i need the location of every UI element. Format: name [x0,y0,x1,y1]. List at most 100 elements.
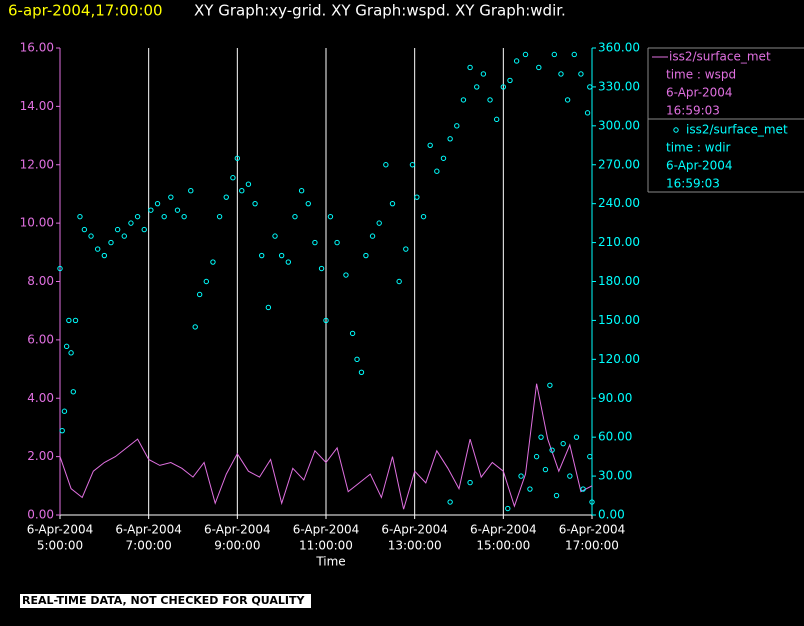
wdir-point [533,453,540,460]
wdir-point [128,220,134,226]
wdir-point [376,220,382,226]
wdir-point [434,168,440,174]
wdir-point [230,175,236,181]
wdir-point [181,213,187,220]
wdir-point [440,155,447,161]
wdir-point [94,246,101,252]
wdir-point [447,136,453,142]
x-axis-label: Time [315,555,345,569]
wdir-point [420,213,427,220]
x-tick-label: 6-Apr-2004 [559,523,626,537]
y-tick-label: 0.00 [27,508,54,522]
wdir-point [114,226,121,233]
wdir-point [298,187,305,194]
y2-tick-label: 30.00 [598,469,632,483]
wdir-point [389,200,396,207]
y2-tick-label: 270.00 [598,157,640,171]
wdir-point [587,84,593,90]
wdir-point [272,233,278,239]
wdir-point [549,447,555,453]
wdir-point [354,356,360,363]
wdir-point [134,213,141,220]
y-tick-label: 16.00 [20,41,54,55]
wdir-point [210,259,216,265]
wdir-point [168,194,174,200]
x-tick-label: 13:00:00 [388,539,442,553]
wdir-point [487,97,493,103]
wdir-point [77,213,83,220]
wdir-point [154,200,161,207]
wdir-point [278,252,285,259]
wdir-point [59,427,65,434]
wdir-point [239,187,245,194]
wdir-point [536,64,542,71]
wdir-point [427,142,433,148]
legend-name: iss2/surface_met [686,123,788,137]
wdir-point [63,343,70,350]
wdir-point [318,265,325,272]
wdir-point [305,200,311,207]
wdir-point [500,84,507,90]
wdir-point [174,207,181,213]
x-tick-label: 5:00:00 [37,539,83,553]
wdir-point [578,71,584,77]
wdir-point [57,265,63,272]
x-tick-label: 15:00:00 [476,539,530,553]
legend-name: iss2/surface_met [669,50,771,64]
note-box [20,594,311,608]
wdir-point [161,213,167,220]
y2-tick-label: 330.00 [598,79,640,93]
x-tick-label: 6-Apr-2004 [381,523,448,537]
wdir-point [564,97,571,103]
wdir-point [101,252,108,259]
y-tick-label: 14.00 [20,99,54,113]
wdir-point [148,207,154,213]
y-tick-label: 6.00 [27,332,54,346]
y2-tick-label: 60.00 [598,430,632,444]
y2-tick-label: 300.00 [598,118,640,132]
legend-line: 16:59:03 [666,177,720,191]
legend-line: time : wspd [666,68,736,82]
wdir-point [265,304,272,311]
wdir-point [81,226,88,233]
wdir-point [567,473,573,479]
wdir-point [573,434,580,440]
y2-tick-label: 360.00 [598,41,640,55]
wdir-point [343,272,349,278]
legend-line: 16:59:03 [666,104,720,118]
wdir-point [312,239,318,246]
wdir-point [560,440,566,447]
y-tick-label: 4.00 [27,391,54,405]
wdir-point [252,200,258,207]
wdir-point [88,233,94,239]
wdir-point [460,97,467,103]
chart-title: 6-apr-2004,17:00:00 [8,2,163,20]
x-tick-label: 6-Apr-2004 [293,523,360,537]
wdir-point [409,162,416,168]
wdir-point [584,110,591,116]
wdir-point [447,499,453,505]
wdir-point [188,187,194,194]
x-tick-label: 6-Apr-2004 [204,523,271,537]
y2-tick-label: 180.00 [598,274,640,288]
wdir-point [518,473,524,479]
wdir-point [467,64,473,71]
wdir-point [414,194,420,200]
y-tick-label: 8.00 [27,274,54,288]
wdir-point [61,408,68,414]
y-tick-label: 2.00 [27,449,54,463]
y-tick-label: 12.00 [20,157,54,171]
wdir-point [349,330,356,337]
wdir-point [547,382,553,388]
wdir-point [245,181,252,187]
wdir-point [285,259,292,265]
wdir-point [196,291,203,298]
wdir-point [580,486,586,492]
wdir-point [513,58,520,64]
wdir-point [121,233,127,239]
legend-line: time : wdir [666,141,731,155]
wdir-point [259,252,265,259]
legend-line: 6-Apr-2004 [666,86,733,100]
